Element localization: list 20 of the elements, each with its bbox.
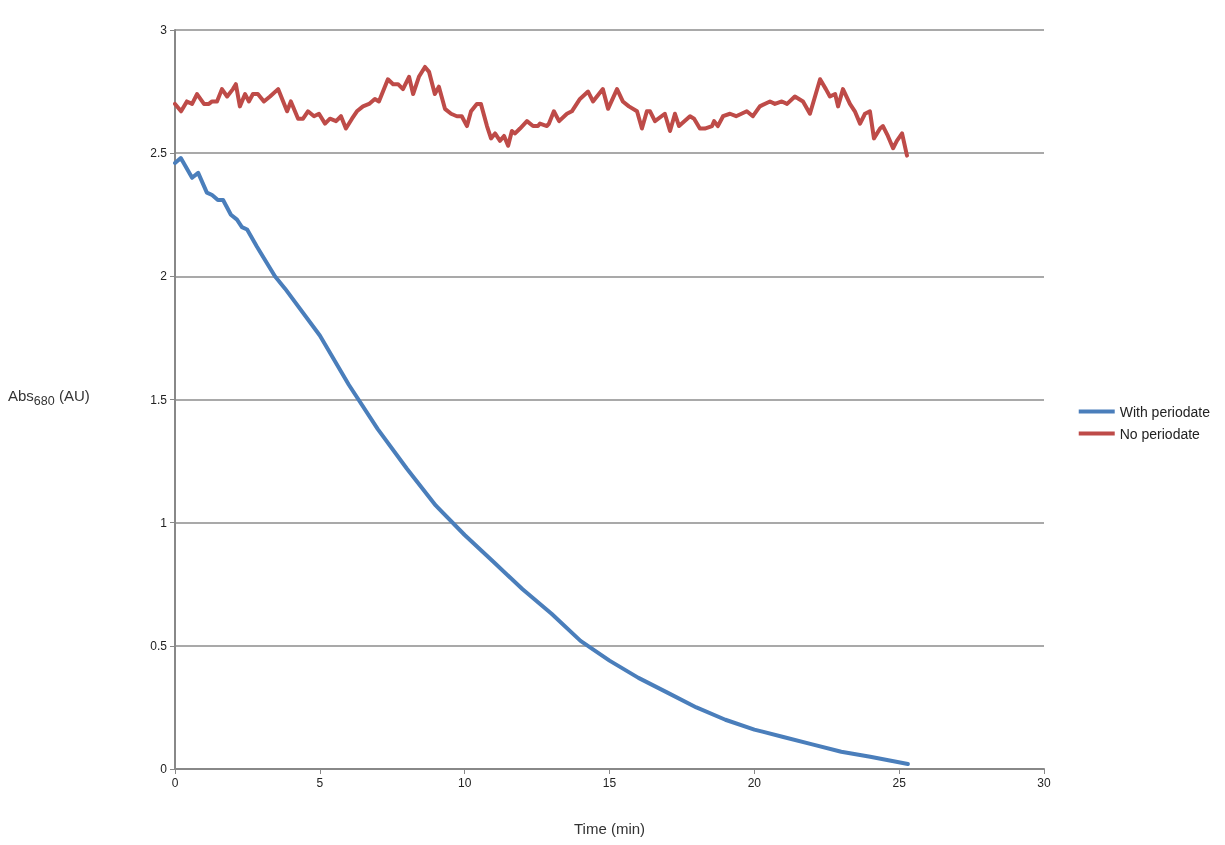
- x-tick-label: 15: [602, 776, 617, 790]
- x-tick-label: 5: [316, 776, 324, 790]
- y-tick-label: 1: [160, 515, 168, 530]
- line-series: [173, 156, 910, 767]
- x-tick-label: 25: [892, 776, 907, 790]
- y-tick-label: 1.5: [150, 392, 168, 407]
- line-series: [173, 64, 909, 158]
- legend-label: With periodate: [1119, 403, 1211, 420]
- y-tick-label: 2: [160, 269, 168, 284]
- y-tick-label: 3: [160, 23, 168, 37]
- y-tick-label: 0: [160, 762, 168, 776]
- x-tick-label: 30: [1037, 776, 1051, 790]
- x-tick-label: 10: [457, 776, 472, 790]
- y-axis-title: Abs$_{680}$ (AU): [8, 387, 90, 408]
- x-tick-label: 0: [171, 776, 179, 790]
- x-axis-title: Time (min): [573, 820, 646, 837]
- x-tick-label: 20: [747, 776, 762, 790]
- y-tick-label: 0.5: [150, 638, 168, 653]
- legend-label: No periodate: [1119, 425, 1201, 442]
- y-tick-label: 2.5: [150, 146, 168, 161]
